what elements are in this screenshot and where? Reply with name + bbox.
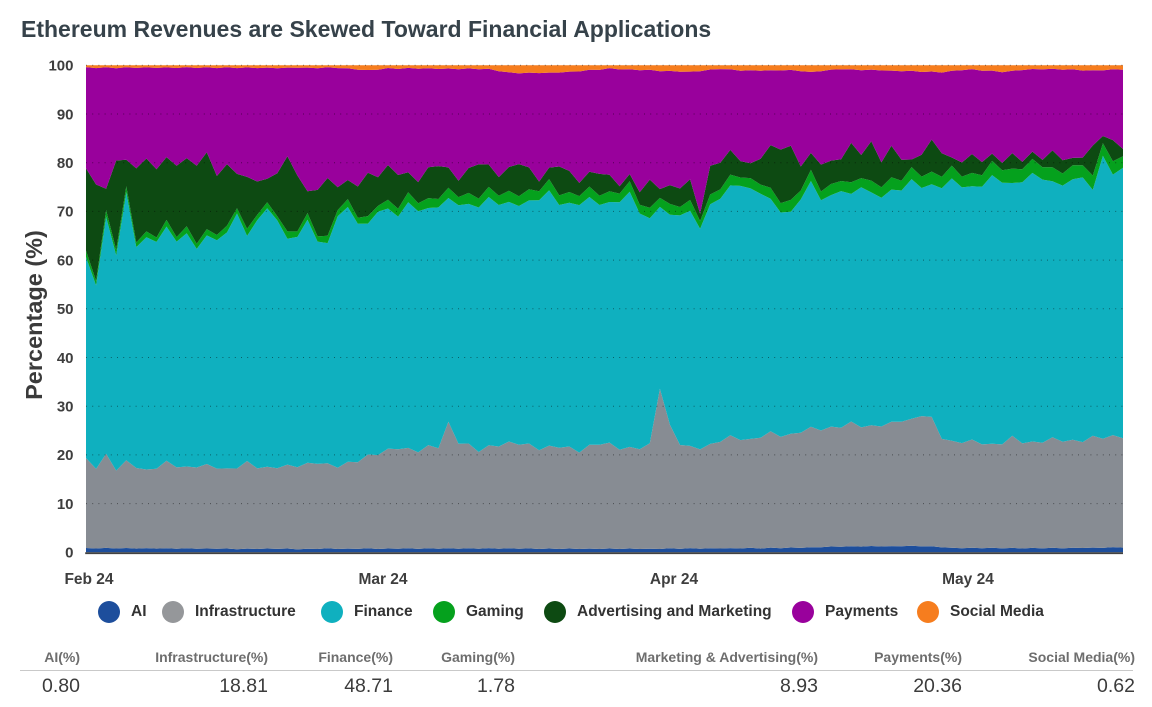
svg-text:10: 10 <box>57 496 74 513</box>
svg-text:90: 90 <box>57 106 74 123</box>
svg-text:Apr 24: Apr 24 <box>650 571 699 588</box>
svg-text:70: 70 <box>57 204 74 221</box>
svg-text:80: 80 <box>57 155 74 172</box>
svg-text:40: 40 <box>57 350 74 367</box>
svg-text:Percentage (%): Percentage (%) <box>21 230 47 400</box>
svg-text:30: 30 <box>57 399 74 416</box>
svg-text:20: 20 <box>57 447 74 464</box>
svg-text:100: 100 <box>48 58 73 75</box>
svg-text:50: 50 <box>57 301 74 318</box>
svg-text:0: 0 <box>65 545 73 562</box>
svg-text:Feb 24: Feb 24 <box>64 571 113 588</box>
svg-text:Mar 24: Mar 24 <box>358 571 407 588</box>
svg-text:May 24: May 24 <box>942 571 994 588</box>
svg-text:60: 60 <box>57 252 74 269</box>
